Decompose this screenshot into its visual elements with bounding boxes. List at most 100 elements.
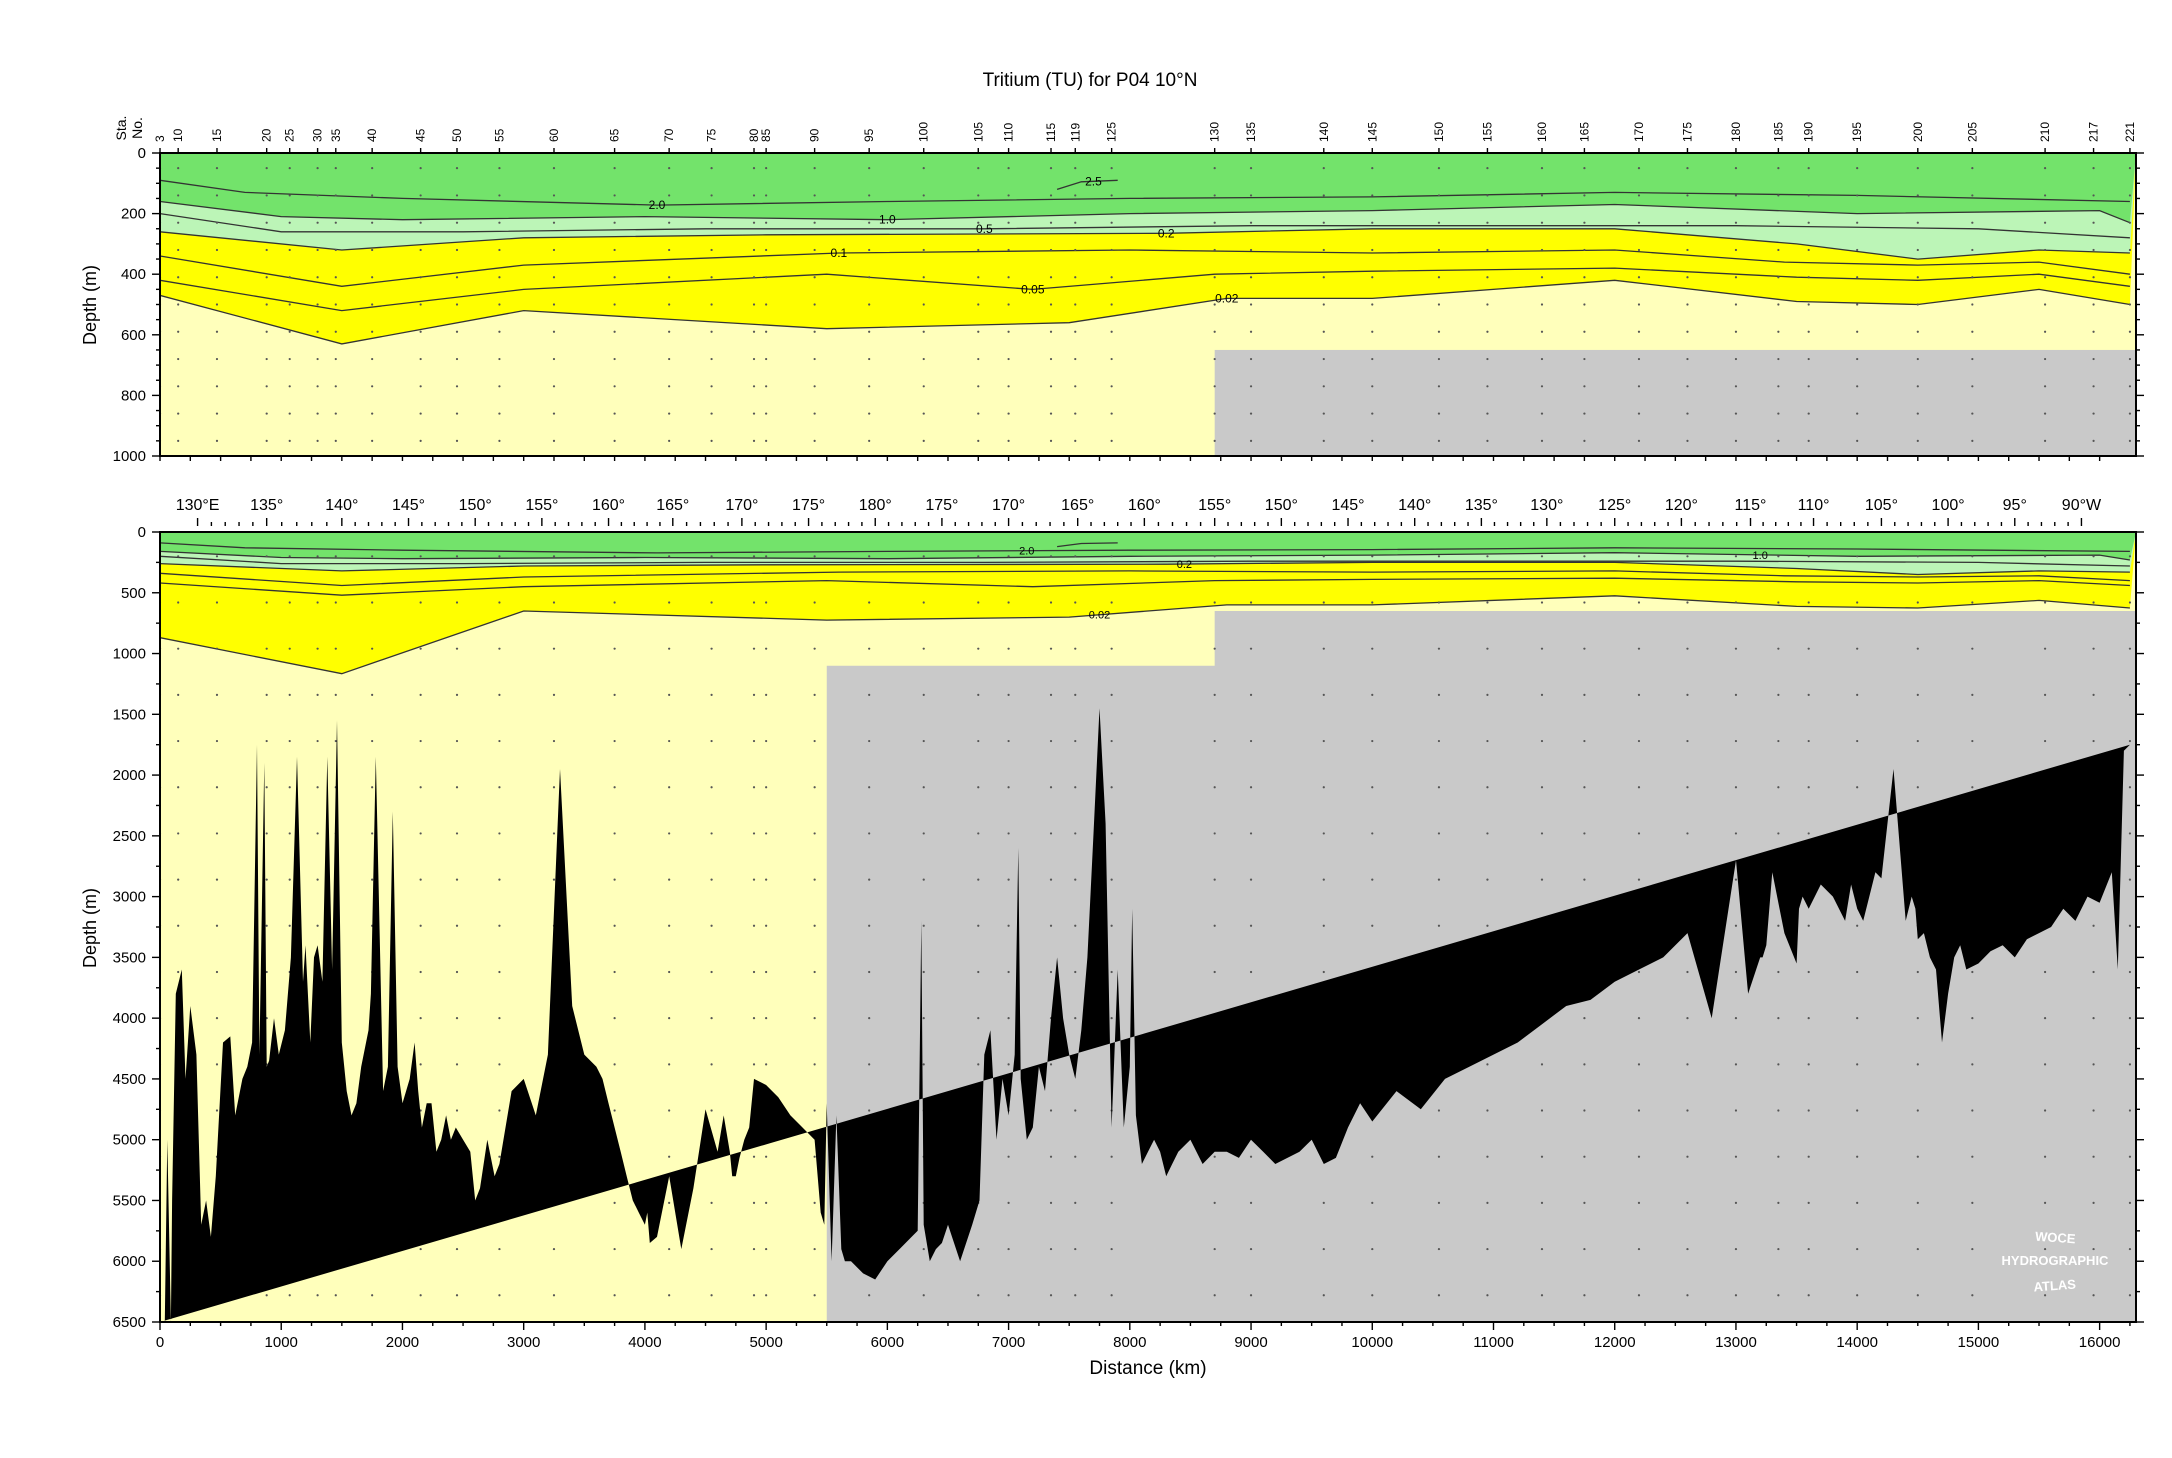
x-tick-label: 13000 <box>1715 1334 1757 1351</box>
station-sample-dot <box>1213 1247 1216 1251</box>
station-sample-dot <box>813 1109 816 1112</box>
station-sample-dot <box>371 555 374 558</box>
station-sample-dot <box>2128 1109 2132 1112</box>
station-sample-dot <box>1486 1201 1489 1204</box>
station-sample-dot <box>710 248 713 252</box>
longitude-label: 160° <box>592 497 625 514</box>
station-sample-dot <box>868 167 871 170</box>
station-sample-dot <box>1322 1201 1325 1204</box>
station-sample-dot <box>1322 412 1325 415</box>
station-sample-dot <box>288 739 291 743</box>
station-sample-dot <box>977 1017 980 1020</box>
station-sample-dot <box>1249 221 1253 224</box>
y-tick-label: 0 <box>138 145 146 162</box>
station-sample-dot <box>455 601 459 604</box>
station-sample-dot <box>813 167 816 170</box>
station-sample-dot <box>1486 924 1489 927</box>
contour-label: 2.0 <box>649 198 666 212</box>
station-sample-dot <box>1371 693 1374 696</box>
station-sample-dot <box>1249 248 1253 252</box>
station-sample-dot <box>613 439 616 442</box>
station-tick-label: 145 <box>1365 122 1379 142</box>
station-sample-dot <box>1540 601 1544 604</box>
station-sample-dot <box>1322 924 1325 927</box>
station-sample-dot <box>419 194 422 197</box>
station-sample-dot <box>498 739 501 743</box>
station-sample-dot <box>613 330 616 333</box>
station-sample-dot <box>1437 1201 1441 1204</box>
station-sample-dot <box>265 1294 268 1297</box>
station-sample-dot <box>1971 439 1974 442</box>
station-sample-dot <box>1856 693 1859 696</box>
station-sample-dot <box>1371 357 1374 361</box>
station-sample-dot <box>1322 330 1325 333</box>
station-sample-dot <box>1486 248 1489 252</box>
station-sample-dot <box>613 248 616 252</box>
lower-contour-line-0.02 <box>160 595 2130 675</box>
station-sample-dot <box>752 385 756 388</box>
station-sample-dot <box>1540 357 1544 361</box>
y-tick-label: 3000 <box>113 889 146 906</box>
station-sample-dot <box>868 303 871 306</box>
station-sample-dot <box>1637 1201 1641 1204</box>
station-sample-dot <box>613 303 616 306</box>
station-sample-dot <box>813 385 816 388</box>
station-sample-dot <box>922 439 925 442</box>
station-sample-dot <box>1110 1155 1113 1158</box>
station-sample-dot <box>177 693 180 696</box>
station-sample-dot <box>1322 276 1325 279</box>
station-sample-dot <box>813 1063 816 1066</box>
station-sample-dot <box>1213 194 1216 197</box>
station-sample-dot <box>1686 248 1689 252</box>
station-sample-dot <box>1777 555 1780 558</box>
station-sample-dot <box>868 786 871 789</box>
station-sample-dot <box>215 221 219 224</box>
contour-label: 0.2 <box>1158 226 1175 240</box>
station-sample-dot <box>1540 194 1544 197</box>
station-sample-dot <box>1777 1063 1780 1066</box>
station-sample-dot <box>1049 647 1053 650</box>
station-sample-dot <box>1583 878 1586 881</box>
station-sample-dot <box>1583 167 1586 170</box>
station-sample-dot <box>1437 1109 1441 1112</box>
station-sample-dot <box>1540 330 1544 333</box>
station-sample-dot <box>552 555 556 558</box>
station-sample-dot <box>1734 970 1738 974</box>
station-sample-dot <box>1583 439 1586 442</box>
station-sample-dot <box>710 739 713 743</box>
station-sample-dot <box>1437 1294 1441 1297</box>
station-sample-dot <box>316 924 319 927</box>
station-sample-dot <box>1807 248 1810 252</box>
station-sample-dot <box>2128 221 2132 224</box>
station-sample-dot <box>455 878 459 881</box>
station-sample-dot <box>765 1155 768 1158</box>
station-sample-dot <box>1371 385 1374 388</box>
station-sample-dot <box>1637 1017 1641 1020</box>
station-sample-dot <box>1049 693 1053 696</box>
station-sample-dot <box>977 439 980 442</box>
station-sample-dot <box>1916 555 1919 558</box>
station-sample-dot <box>1371 924 1374 927</box>
station-sample-dot <box>288 832 291 835</box>
station-sample-dot <box>1686 303 1689 306</box>
station-sample-dot <box>552 739 556 743</box>
station-sample-dot <box>1486 693 1489 696</box>
station-sample-dot <box>1371 1247 1374 1251</box>
station-tick-label: 135 <box>1244 122 1258 142</box>
station-sample-dot <box>2043 330 2047 333</box>
longitude-label: 140° <box>1398 497 1431 514</box>
station-sample-dot <box>455 693 459 696</box>
station-sample-dot <box>1486 1063 1489 1066</box>
station-sample-dot <box>977 357 980 361</box>
station-sample-dot <box>1249 693 1253 696</box>
station-sample-dot <box>1074 1017 1077 1020</box>
station-sample-dot <box>765 1063 768 1066</box>
station-sample-dot <box>288 248 291 252</box>
woce-atlas-logo: WOCE HYDROGRAPHIC ATLAS <box>2002 1229 2110 1295</box>
station-sample-dot <box>265 276 268 279</box>
longitude-label: 105° <box>1865 497 1898 514</box>
lower-contour-label: 0.2 <box>1177 559 1192 571</box>
station-sample-dot <box>1486 1109 1489 1112</box>
station-sample-dot <box>1049 832 1053 835</box>
station-sample-dot <box>1540 248 1544 252</box>
